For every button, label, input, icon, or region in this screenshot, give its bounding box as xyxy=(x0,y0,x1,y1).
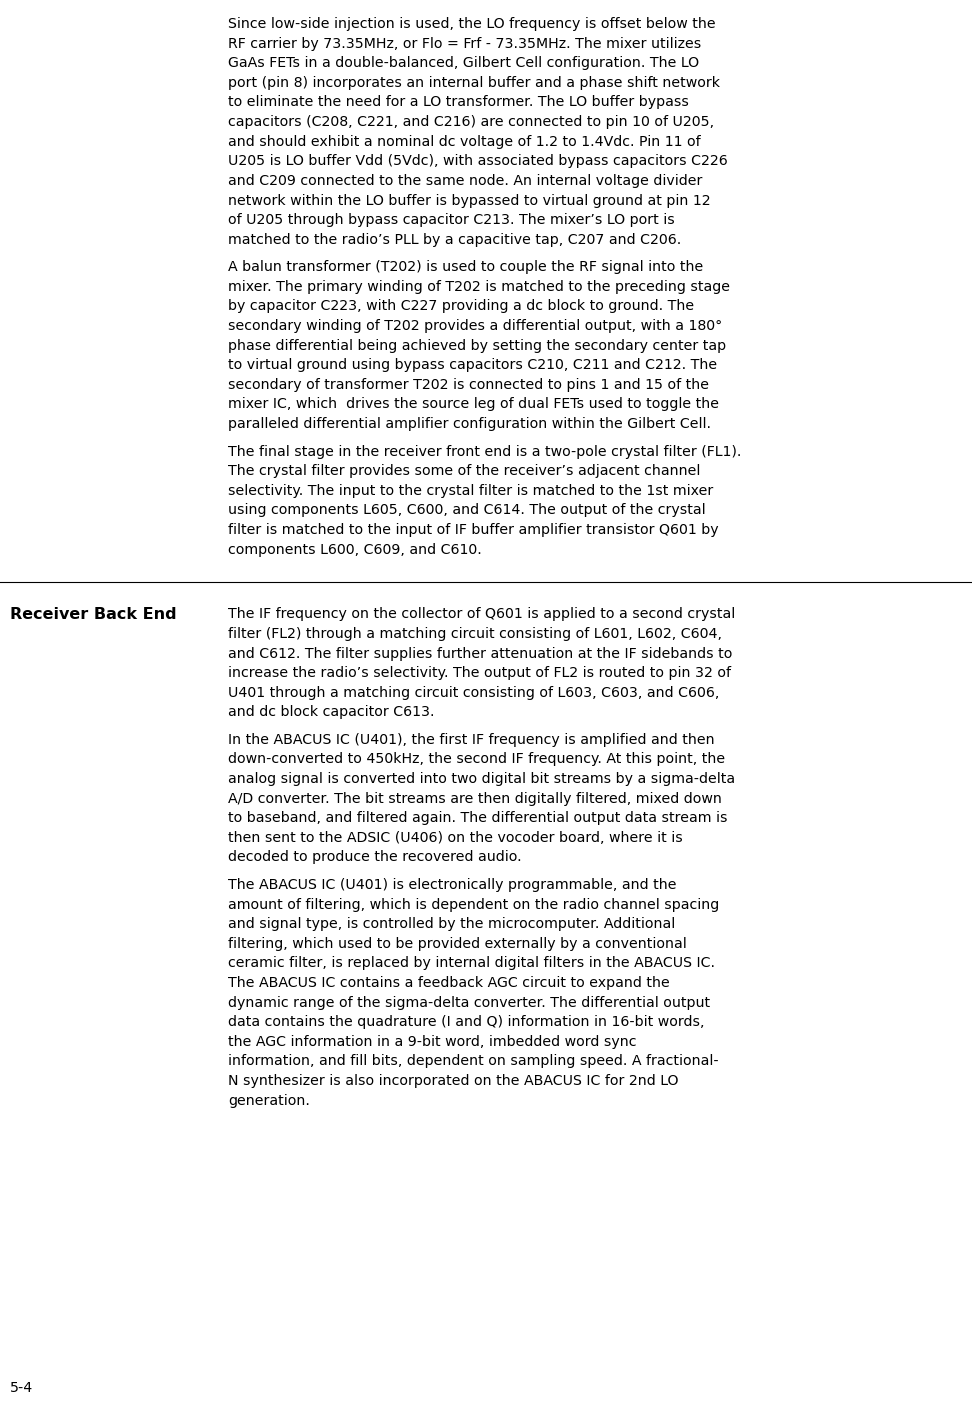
Text: U205 is LO buffer Vdd (5Vdc), with associated bypass capacitors C226: U205 is LO buffer Vdd (5Vdc), with assoc… xyxy=(228,155,728,168)
Text: mixer IC, which  drives the source leg of dual FETs used to toggle the: mixer IC, which drives the source leg of… xyxy=(228,398,719,412)
Text: then sent to the ADSIC (U406) on the vocoder board, where it is: then sent to the ADSIC (U406) on the voc… xyxy=(228,831,683,845)
Text: and signal type, is controlled by the microcomputer. Additional: and signal type, is controlled by the mi… xyxy=(228,917,676,931)
Text: filter (FL2) through a matching circuit consisting of L601, L602, C604,: filter (FL2) through a matching circuit … xyxy=(228,627,722,641)
Text: capacitors (C208, C221, and C216) are connected to pin 10 of U205,: capacitors (C208, C221, and C216) are co… xyxy=(228,115,714,129)
Text: The final stage in the receiver front end is a two-pole crystal filter (FL1).: The final stage in the receiver front en… xyxy=(228,445,742,459)
Text: The ABACUS IC (U401) is electronically programmable, and the: The ABACUS IC (U401) is electronically p… xyxy=(228,878,677,892)
Text: ceramic filter, is replaced by internal digital filters in the ABACUS IC.: ceramic filter, is replaced by internal … xyxy=(228,956,715,971)
Text: matched to the radio’s PLL by a capacitive tap, C207 and C206.: matched to the radio’s PLL by a capaciti… xyxy=(228,233,681,247)
Text: and C209 connected to the same node. An internal voltage divider: and C209 connected to the same node. An … xyxy=(228,173,703,188)
Text: by capacitor C223, with C227 providing a dc block to ground. The: by capacitor C223, with C227 providing a… xyxy=(228,300,695,314)
Text: the AGC information in a 9-bit word, imbedded word sync: the AGC information in a 9-bit word, imb… xyxy=(228,1034,637,1049)
Text: mixer. The primary winding of T202 is matched to the preceding stage: mixer. The primary winding of T202 is ma… xyxy=(228,280,730,294)
Text: of U205 through bypass capacitor C213. The mixer’s LO port is: of U205 through bypass capacitor C213. T… xyxy=(228,213,676,227)
Text: Receiver Back End: Receiver Back End xyxy=(10,607,176,622)
Text: dynamic range of the sigma-delta converter. The differential output: dynamic range of the sigma-delta convert… xyxy=(228,996,711,1009)
Text: down-converted to 450kHz, the second IF frequency. At this point, the: down-converted to 450kHz, the second IF … xyxy=(228,753,725,766)
Text: decoded to produce the recovered audio.: decoded to produce the recovered audio. xyxy=(228,850,522,864)
Text: and C612. The filter supplies further attenuation at the IF sidebands to: and C612. The filter supplies further at… xyxy=(228,647,733,661)
Text: amount of filtering, which is dependent on the radio channel spacing: amount of filtering, which is dependent … xyxy=(228,898,719,911)
Text: paralleled differential amplifier configuration within the Gilbert Cell.: paralleled differential amplifier config… xyxy=(228,418,712,431)
Text: and dc block capacitor C613.: and dc block capacitor C613. xyxy=(228,705,434,719)
Text: using components L605, C600, and C614. The output of the crystal: using components L605, C600, and C614. T… xyxy=(228,503,706,517)
Text: secondary winding of T202 provides a differential output, with a 180°: secondary winding of T202 provides a dif… xyxy=(228,320,722,333)
Text: GaAs FETs in a double-balanced, Gilbert Cell configuration. The LO: GaAs FETs in a double-balanced, Gilbert … xyxy=(228,57,700,70)
Text: data contains the quadrature (I and Q) information in 16-bit words,: data contains the quadrature (I and Q) i… xyxy=(228,1015,705,1029)
Text: port (pin 8) incorporates an internal buffer and a phase shift network: port (pin 8) incorporates an internal bu… xyxy=(228,75,720,90)
Text: filter is matched to the input of IF buffer amplifier transistor Q601 by: filter is matched to the input of IF buf… xyxy=(228,523,719,537)
Text: information, and fill bits, dependent on sampling speed. A fractional-: information, and fill bits, dependent on… xyxy=(228,1054,719,1069)
Text: phase differential being achieved by setting the secondary center tap: phase differential being achieved by set… xyxy=(228,338,726,352)
Text: analog signal is converted into two digital bit streams by a sigma-delta: analog signal is converted into two digi… xyxy=(228,772,736,786)
Text: increase the radio’s selectivity. The output of FL2 is routed to pin 32 of: increase the radio’s selectivity. The ou… xyxy=(228,666,731,681)
Text: 5-4: 5-4 xyxy=(10,1381,33,1395)
Text: The crystal filter provides some of the receiver’s adjacent channel: The crystal filter provides some of the … xyxy=(228,465,701,477)
Text: Since low-side injection is used, the LO frequency is offset below the: Since low-side injection is used, the LO… xyxy=(228,17,716,31)
Text: and should exhibit a nominal dc voltage of 1.2 to 1.4Vdc. Pin 11 of: and should exhibit a nominal dc voltage … xyxy=(228,135,701,149)
Text: network within the LO buffer is bypassed to virtual ground at pin 12: network within the LO buffer is bypassed… xyxy=(228,193,712,207)
Text: to baseband, and filtered again. The differential output data stream is: to baseband, and filtered again. The dif… xyxy=(228,811,728,826)
Text: generation.: generation. xyxy=(228,1094,310,1107)
Text: RF carrier by 73.35MHz, or Flo = Frf - 73.35MHz. The mixer utilizes: RF carrier by 73.35MHz, or Flo = Frf - 7… xyxy=(228,37,702,51)
Text: secondary of transformer T202 is connected to pins 1 and 15 of the: secondary of transformer T202 is connect… xyxy=(228,378,710,392)
Text: In the ABACUS IC (U401), the first IF frequency is amplified and then: In the ABACUS IC (U401), the first IF fr… xyxy=(228,733,715,747)
Text: filtering, which used to be provided externally by a conventional: filtering, which used to be provided ext… xyxy=(228,936,687,951)
Text: components L600, C609, and C610.: components L600, C609, and C610. xyxy=(228,543,482,557)
Text: The ABACUS IC contains a feedback AGC circuit to expand the: The ABACUS IC contains a feedback AGC ci… xyxy=(228,976,670,990)
Text: to eliminate the need for a LO transformer. The LO buffer bypass: to eliminate the need for a LO transform… xyxy=(228,95,689,109)
Text: U401 through a matching circuit consisting of L603, C603, and C606,: U401 through a matching circuit consisti… xyxy=(228,686,720,699)
Text: selectivity. The input to the crystal filter is matched to the 1st mixer: selectivity. The input to the crystal fi… xyxy=(228,483,713,497)
Text: A balun transformer (T202) is used to couple the RF signal into the: A balun transformer (T202) is used to co… xyxy=(228,260,704,274)
Text: A/D converter. The bit streams are then digitally filtered, mixed down: A/D converter. The bit streams are then … xyxy=(228,791,722,806)
Text: to virtual ground using bypass capacitors C210, C211 and C212. The: to virtual ground using bypass capacitor… xyxy=(228,358,717,372)
Text: N synthesizer is also incorporated on the ABACUS IC for 2nd LO: N synthesizer is also incorporated on th… xyxy=(228,1074,678,1088)
Text: The IF frequency on the collector of Q601 is applied to a second crystal: The IF frequency on the collector of Q60… xyxy=(228,607,736,621)
